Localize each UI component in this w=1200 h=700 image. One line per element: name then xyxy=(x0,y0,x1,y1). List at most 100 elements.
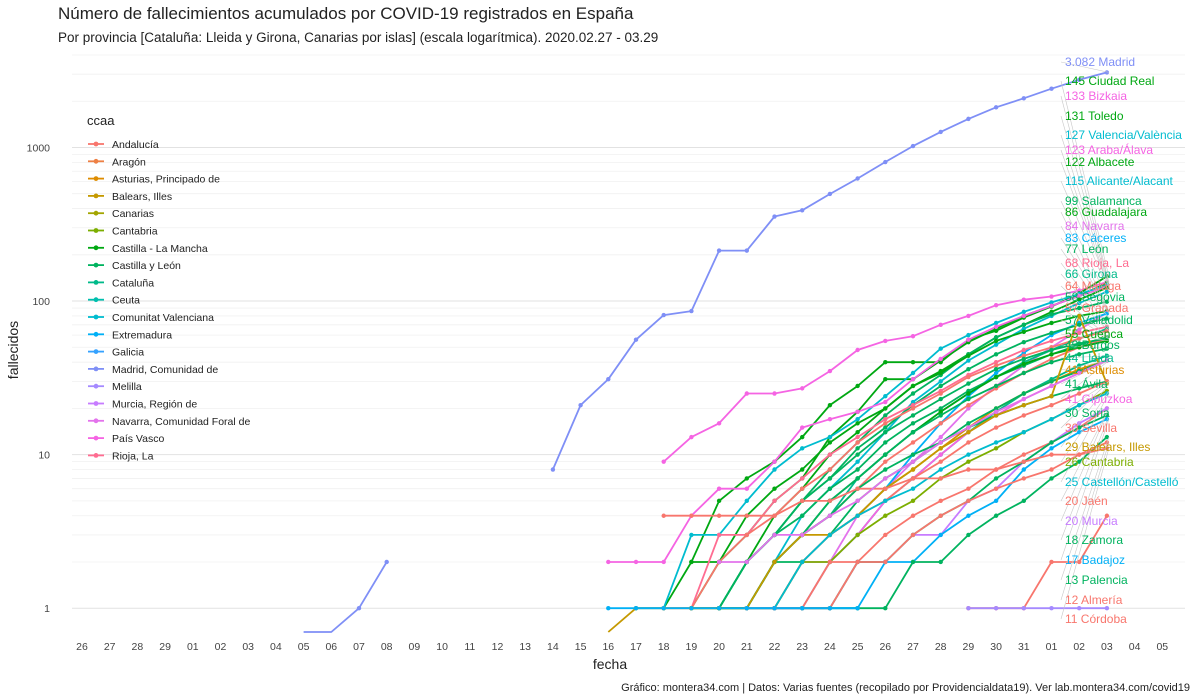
data-point xyxy=(1077,293,1082,299)
data-point xyxy=(938,421,943,426)
end-label: 123 Araba/Álava xyxy=(1065,142,1153,157)
data-point xyxy=(883,476,888,481)
data-point xyxy=(1077,322,1082,328)
data-point xyxy=(966,467,971,472)
leader-line xyxy=(1060,285,1110,332)
data-point xyxy=(1021,413,1026,418)
end-label: 30 Soria xyxy=(1065,406,1110,420)
end-label: 55 Cuenca xyxy=(1065,327,1123,341)
data-point xyxy=(1049,347,1054,353)
data-point xyxy=(800,559,805,565)
data-point xyxy=(1049,379,1054,384)
data-point xyxy=(827,467,833,472)
data-point xyxy=(744,248,749,253)
data-point xyxy=(384,559,389,565)
data-point xyxy=(1049,417,1054,422)
data-point xyxy=(938,440,943,445)
data-point xyxy=(910,459,916,464)
end-label: 122 Albacete xyxy=(1065,155,1135,169)
data-point xyxy=(938,467,943,472)
data-point xyxy=(1021,467,1026,472)
x-tick-label: 17 xyxy=(630,641,642,653)
data-point xyxy=(827,559,833,565)
data-point xyxy=(716,559,722,565)
leader-line xyxy=(1060,333,1109,342)
data-point xyxy=(883,498,888,504)
end-label: 20 Murcia xyxy=(1065,514,1118,528)
data-point xyxy=(938,459,943,464)
data-point xyxy=(1077,305,1082,311)
end-label: 12 Almería xyxy=(1065,593,1123,607)
legend-key-point xyxy=(93,176,99,182)
data-point xyxy=(966,353,971,359)
legend-label: Aragón xyxy=(112,156,146,168)
data-point xyxy=(883,159,888,165)
data-point xyxy=(827,434,833,440)
data-point xyxy=(1077,327,1082,332)
series-line xyxy=(690,310,1108,609)
x-tick-label: 31 xyxy=(1018,641,1030,653)
data-point xyxy=(938,532,943,538)
data-point xyxy=(578,402,583,408)
data-point xyxy=(772,513,777,518)
data-point xyxy=(1049,452,1054,457)
data-point xyxy=(1049,383,1054,389)
data-point xyxy=(883,376,888,382)
data-point xyxy=(993,383,999,389)
end-label: 44 Lleida xyxy=(1065,351,1114,365)
data-point xyxy=(855,498,860,504)
data-point xyxy=(1104,434,1110,440)
data-point xyxy=(1021,452,1026,457)
leader-line xyxy=(1060,442,1110,601)
data-point xyxy=(772,486,777,491)
data-point xyxy=(661,459,666,464)
data-point xyxy=(827,440,833,445)
data-point xyxy=(827,498,833,504)
data-point xyxy=(993,363,999,368)
legend-label: Castilla - La Mancha xyxy=(112,243,208,255)
data-point xyxy=(716,486,722,491)
data-point xyxy=(993,476,999,481)
data-point xyxy=(716,248,722,253)
data-point xyxy=(938,129,943,135)
data-point xyxy=(883,606,888,611)
y-axis-ticks: 1 10 100 1000 xyxy=(27,142,51,615)
leader-line xyxy=(1060,319,1110,339)
data-point xyxy=(716,421,722,426)
data-point xyxy=(910,440,916,445)
data-point xyxy=(883,399,888,405)
data-point xyxy=(883,559,888,565)
data-point xyxy=(1021,396,1026,402)
end-label: 83 Cáceres xyxy=(1065,231,1126,245)
data-point xyxy=(689,434,694,440)
end-label: 41 Gipuzkoa xyxy=(1065,392,1133,406)
data-point xyxy=(772,391,777,396)
x-tick-label: 09 xyxy=(409,641,421,653)
leader-line xyxy=(1060,360,1110,385)
leader-line xyxy=(1060,437,1110,581)
data-point xyxy=(966,406,971,411)
data-point xyxy=(855,429,860,435)
data-point xyxy=(716,532,722,538)
end-label: 18 Zamora xyxy=(1065,533,1123,547)
data-point xyxy=(744,391,749,396)
data-point xyxy=(966,332,971,338)
data-point xyxy=(966,116,971,122)
end-label: 145 Ciudad Real xyxy=(1065,74,1154,88)
leader-line xyxy=(1060,390,1110,463)
x-tick-label: 03 xyxy=(1101,641,1113,653)
legend-label: Castilla y León xyxy=(112,260,181,272)
data-point xyxy=(744,532,749,538)
y-tick-label: 1000 xyxy=(27,142,51,154)
data-point xyxy=(800,532,805,538)
end-label: 49 Burgos xyxy=(1065,338,1120,352)
data-point xyxy=(938,413,943,418)
data-point xyxy=(633,337,639,342)
data-point xyxy=(938,391,943,396)
chart-title: Número de fallecimientos acumulados por … xyxy=(58,4,634,23)
data-point xyxy=(910,429,916,435)
data-point xyxy=(1049,303,1054,309)
x-tick-label: 06 xyxy=(325,641,337,653)
data-point xyxy=(938,406,943,411)
data-point xyxy=(883,532,888,538)
